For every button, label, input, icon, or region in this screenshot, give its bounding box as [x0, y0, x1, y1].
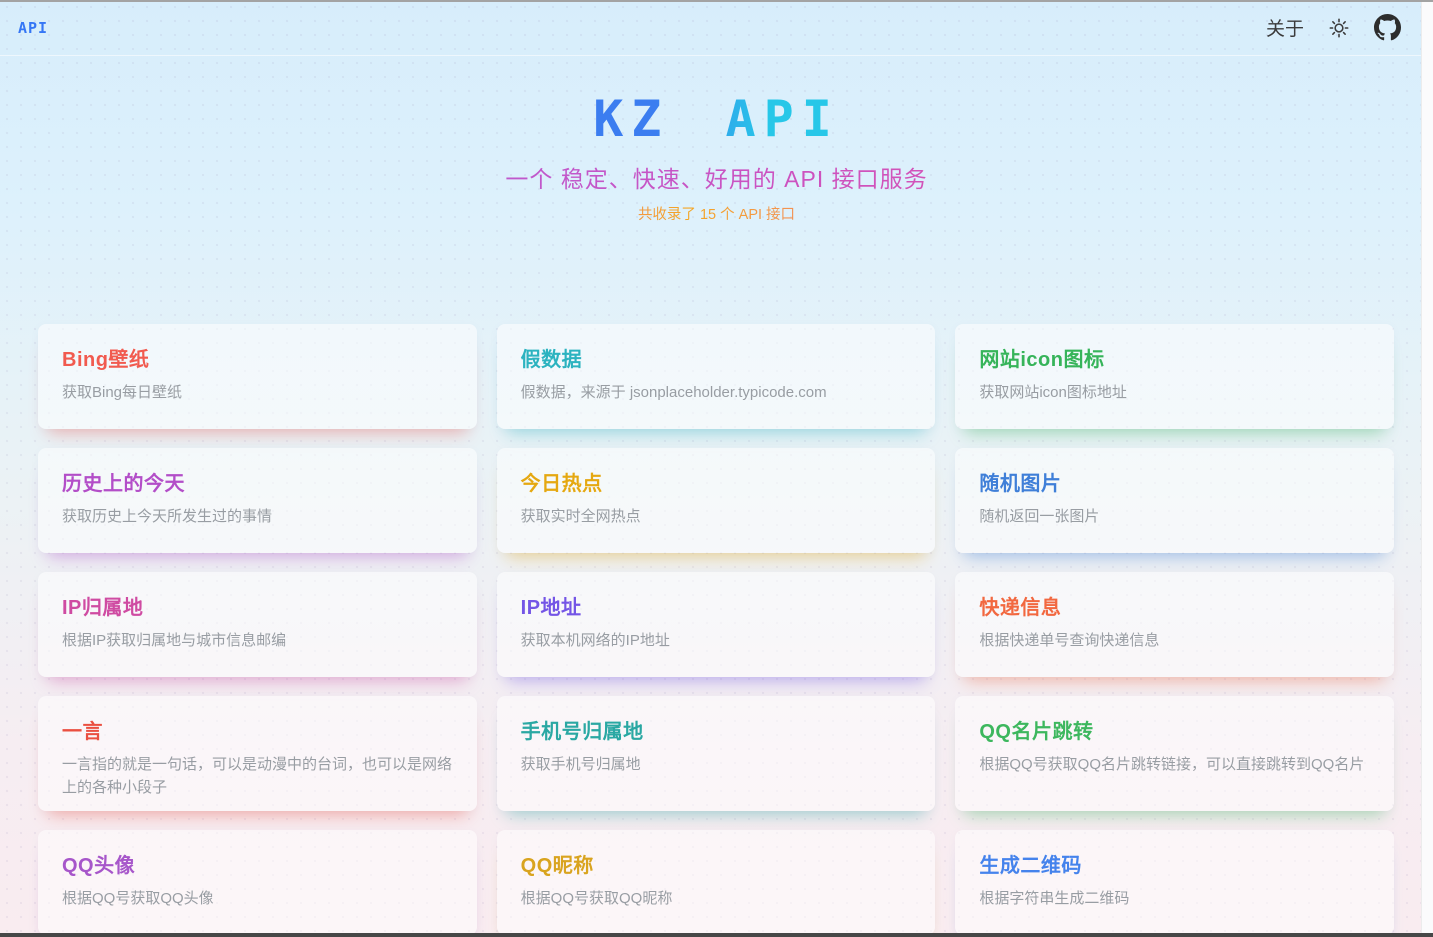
api-card-description: 根据字符串生成二维码: [979, 890, 1130, 907]
api-card[interactable]: QQ昵称 根据QQ号获取QQ昵称: [496, 830, 936, 935]
api-card[interactable]: 生成二维码 根据字符串生成二维码: [955, 830, 1394, 935]
api-card-title: 历史上的今天: [62, 473, 185, 495]
api-card-title: 快递信息: [979, 597, 1062, 619]
hero-section: KZ API 一个 稳定、快速、好用的 API 接口服务 共收录了 15 个 A…: [0, 90, 1433, 224]
api-card-title: IP地址: [520, 597, 582, 619]
api-card-description: 根据快递单号查询快递信息: [979, 632, 1160, 649]
window-bottom-edge: [0, 933, 1433, 937]
api-card[interactable]: 假数据 假数据，来源于 jsonplaceholder.typicode.com: [496, 324, 936, 429]
api-card[interactable]: Bing壁纸 获取Bing每日壁纸: [38, 324, 477, 429]
api-card-grid: Bing壁纸 获取Bing每日壁纸 假数据 假数据，来源于 jsonplaceh…: [38, 324, 1394, 935]
api-card-title: 网站icon图标: [979, 349, 1105, 371]
api-card-title: QQ名片跳转: [979, 721, 1094, 743]
window-top-edge: [0, 0, 1433, 2]
api-card-description: 根据QQ号获取QQ名片跳转链接，可以直接跳转到QQ名片: [979, 756, 1365, 773]
sun-icon: [1329, 18, 1349, 37]
github-link[interactable]: [1374, 14, 1401, 41]
about-link[interactable]: 关于: [1265, 19, 1304, 40]
page-subtitle: 一个 稳定、快速、好用的 API 接口服务: [0, 160, 1433, 194]
api-card[interactable]: 手机号归属地 获取手机号归属地: [496, 696, 936, 811]
api-card-description: 获取历史上今天所发生过的事情: [62, 508, 273, 525]
api-card-description: 获取网站icon图标地址: [979, 384, 1127, 401]
api-card-description: 假数据，来源于 jsonplaceholder.typicode.com: [520, 384, 827, 401]
api-card-title: 手机号归属地: [520, 721, 644, 743]
page-scrollbar[interactable]: [1421, 2, 1433, 933]
api-card-description: 随机返回一张图片: [979, 508, 1100, 525]
api-card[interactable]: 历史上的今天 获取历史上今天所发生过的事情: [38, 448, 477, 553]
api-card-description: 根据QQ号获取QQ头像: [62, 890, 214, 907]
api-card-title: QQ头像: [62, 855, 136, 877]
header-actions: 关于: [1266, 14, 1401, 41]
api-card[interactable]: QQ名片跳转 根据QQ号获取QQ名片跳转链接，可以直接跳转到QQ名片: [955, 696, 1394, 811]
api-card[interactable]: 网站icon图标 获取网站icon图标地址: [955, 324, 1394, 429]
api-card-title: 今日热点: [520, 473, 603, 495]
theme-toggle-button[interactable]: [1328, 17, 1350, 39]
api-card-title: 假数据: [520, 349, 583, 371]
api-card[interactable]: QQ头像 根据QQ号获取QQ头像: [38, 830, 477, 935]
api-card[interactable]: 一言 一言指的就是一句话，可以是动漫中的台词，也可以是网络上的各种小段子: [38, 696, 477, 811]
api-card-description: 根据IP获取归属地与城市信息邮编: [62, 632, 287, 649]
site-logo[interactable]: API: [18, 18, 49, 37]
github-icon: [1374, 14, 1401, 41]
api-card-description: 根据QQ号获取QQ昵称: [520, 890, 673, 907]
api-card-description: 获取手机号归属地: [520, 756, 641, 773]
api-card[interactable]: 快递信息 根据快递单号查询快递信息: [955, 572, 1394, 677]
api-card[interactable]: 今日热点 获取实时全网热点: [496, 448, 936, 553]
api-count-line: 共收录了 15 个 API 接口: [0, 203, 1433, 224]
api-card-title: 生成二维码: [979, 855, 1082, 877]
api-card-title: 一言: [62, 721, 103, 743]
api-card-description: 获取实时全网热点: [520, 508, 641, 525]
api-card-description: 获取本机网络的IP地址: [520, 632, 670, 649]
api-card-title: 随机图片: [979, 473, 1062, 495]
api-card[interactable]: IP归属地 根据IP获取归属地与城市信息邮编: [38, 572, 477, 677]
api-card[interactable]: IP地址 获取本机网络的IP地址: [496, 572, 936, 677]
api-card-title: QQ昵称: [520, 855, 594, 877]
api-card[interactable]: 随机图片 随机返回一张图片: [955, 448, 1394, 553]
header: API 关于: [0, 0, 1433, 56]
api-card-title: Bing壁纸: [62, 349, 150, 371]
api-card-title: IP归属地: [62, 597, 144, 619]
page-title: KZ API: [593, 90, 840, 148]
api-card-description: 一言指的就是一句话，可以是动漫中的台词，也可以是网络上的各种小段子: [62, 756, 453, 796]
api-card-description: 获取Bing每日壁纸: [62, 384, 183, 401]
